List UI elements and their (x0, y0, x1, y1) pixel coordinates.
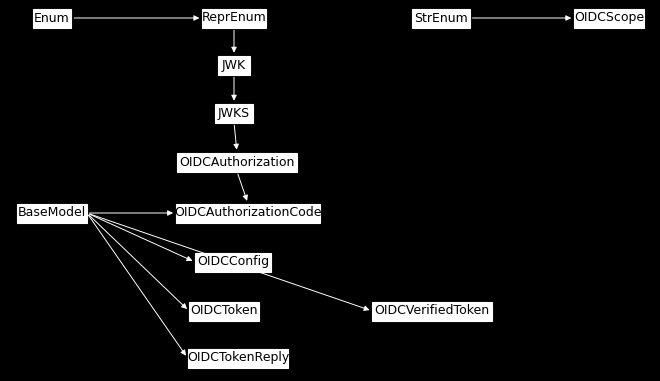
Text: OIDCTokenReply: OIDCTokenReply (187, 352, 289, 365)
FancyBboxPatch shape (17, 203, 87, 223)
FancyBboxPatch shape (202, 8, 266, 27)
Text: Enum: Enum (34, 11, 70, 24)
FancyBboxPatch shape (189, 301, 259, 320)
FancyBboxPatch shape (32, 8, 71, 27)
FancyBboxPatch shape (412, 8, 470, 27)
FancyBboxPatch shape (187, 349, 288, 368)
Text: JWK: JWK (222, 59, 246, 72)
FancyBboxPatch shape (178, 152, 297, 171)
Text: OIDCConfig: OIDCConfig (197, 256, 269, 269)
Text: BaseModel: BaseModel (18, 207, 86, 219)
FancyBboxPatch shape (195, 253, 271, 272)
Text: OIDCVerifiedToken: OIDCVerifiedToken (374, 304, 490, 317)
FancyBboxPatch shape (214, 104, 253, 123)
Text: ReprEnum: ReprEnum (201, 11, 267, 24)
Text: OIDCAuthorization: OIDCAuthorization (180, 155, 294, 168)
FancyBboxPatch shape (176, 203, 320, 223)
Text: OIDCScope: OIDCScope (574, 11, 644, 24)
FancyBboxPatch shape (372, 301, 492, 320)
FancyBboxPatch shape (574, 8, 644, 27)
Text: StrEnum: StrEnum (414, 11, 468, 24)
FancyBboxPatch shape (218, 56, 250, 75)
Text: OIDCToken: OIDCToken (190, 304, 258, 317)
Text: JWKS: JWKS (218, 107, 250, 120)
Text: OIDCAuthorizationCode: OIDCAuthorizationCode (174, 207, 322, 219)
